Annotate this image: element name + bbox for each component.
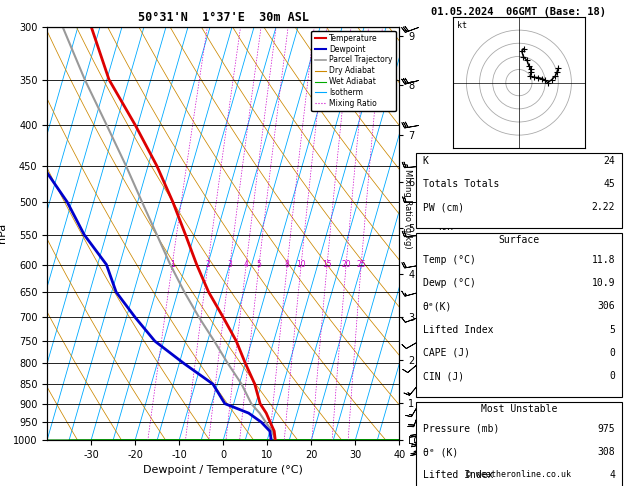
Text: Pressure (mb): Pressure (mb) — [423, 424, 499, 434]
Bar — [416, 233, 621, 397]
Text: 5: 5 — [257, 260, 262, 269]
Text: 24: 24 — [603, 156, 615, 166]
Text: 10.9: 10.9 — [592, 278, 615, 288]
Text: 8: 8 — [285, 260, 289, 269]
Text: 308: 308 — [598, 447, 615, 457]
Text: 10: 10 — [296, 260, 306, 269]
Text: 1: 1 — [170, 260, 175, 269]
Text: K: K — [423, 156, 428, 166]
Text: 0: 0 — [610, 371, 615, 382]
Text: 01.05.2024  06GMT (Base: 18): 01.05.2024 06GMT (Base: 18) — [431, 7, 606, 17]
Text: Temp (°C): Temp (°C) — [423, 255, 476, 265]
Bar — [416, 153, 621, 228]
Text: PW (cm): PW (cm) — [423, 202, 464, 212]
Text: kt: kt — [457, 20, 467, 30]
Text: 15: 15 — [322, 260, 332, 269]
Text: © weatheronline.co.uk: © weatheronline.co.uk — [467, 469, 571, 479]
Text: CIN (J): CIN (J) — [423, 371, 464, 382]
Text: 975: 975 — [598, 424, 615, 434]
Text: 25: 25 — [357, 260, 366, 269]
Y-axis label: hPa: hPa — [0, 223, 8, 243]
X-axis label: Dewpoint / Temperature (°C): Dewpoint / Temperature (°C) — [143, 465, 303, 475]
Text: 4: 4 — [243, 260, 248, 269]
Legend: Temperature, Dewpoint, Parcel Trajectory, Dry Adiabat, Wet Adiabat, Isotherm, Mi: Temperature, Dewpoint, Parcel Trajectory… — [311, 31, 396, 111]
Text: 11.8: 11.8 — [592, 255, 615, 265]
Text: 306: 306 — [598, 301, 615, 312]
Text: 45: 45 — [603, 179, 615, 189]
Text: Totals Totals: Totals Totals — [423, 179, 499, 189]
Text: 2.22: 2.22 — [592, 202, 615, 212]
Bar — [416, 402, 621, 486]
Text: Dewp (°C): Dewp (°C) — [423, 278, 476, 288]
Text: 5: 5 — [610, 325, 615, 335]
Text: 4: 4 — [610, 470, 615, 481]
Text: Most Unstable: Most Unstable — [481, 404, 557, 415]
Text: θᵉ(K): θᵉ(K) — [423, 301, 452, 312]
Text: 0: 0 — [610, 348, 615, 358]
Text: Lifted Index: Lifted Index — [423, 470, 493, 481]
Text: θᵉ (K): θᵉ (K) — [423, 447, 458, 457]
Text: CAPE (J): CAPE (J) — [423, 348, 470, 358]
Title: 50°31'N  1°37'E  30m ASL: 50°31'N 1°37'E 30m ASL — [138, 11, 309, 24]
Y-axis label: km
ASL: km ASL — [437, 223, 455, 244]
Text: Surface: Surface — [498, 235, 540, 245]
Text: 2: 2 — [206, 260, 210, 269]
Text: Lifted Index: Lifted Index — [423, 325, 493, 335]
Text: 3: 3 — [228, 260, 232, 269]
Text: 20: 20 — [342, 260, 351, 269]
Text: Mixing Ratio (g/kg): Mixing Ratio (g/kg) — [403, 169, 411, 249]
